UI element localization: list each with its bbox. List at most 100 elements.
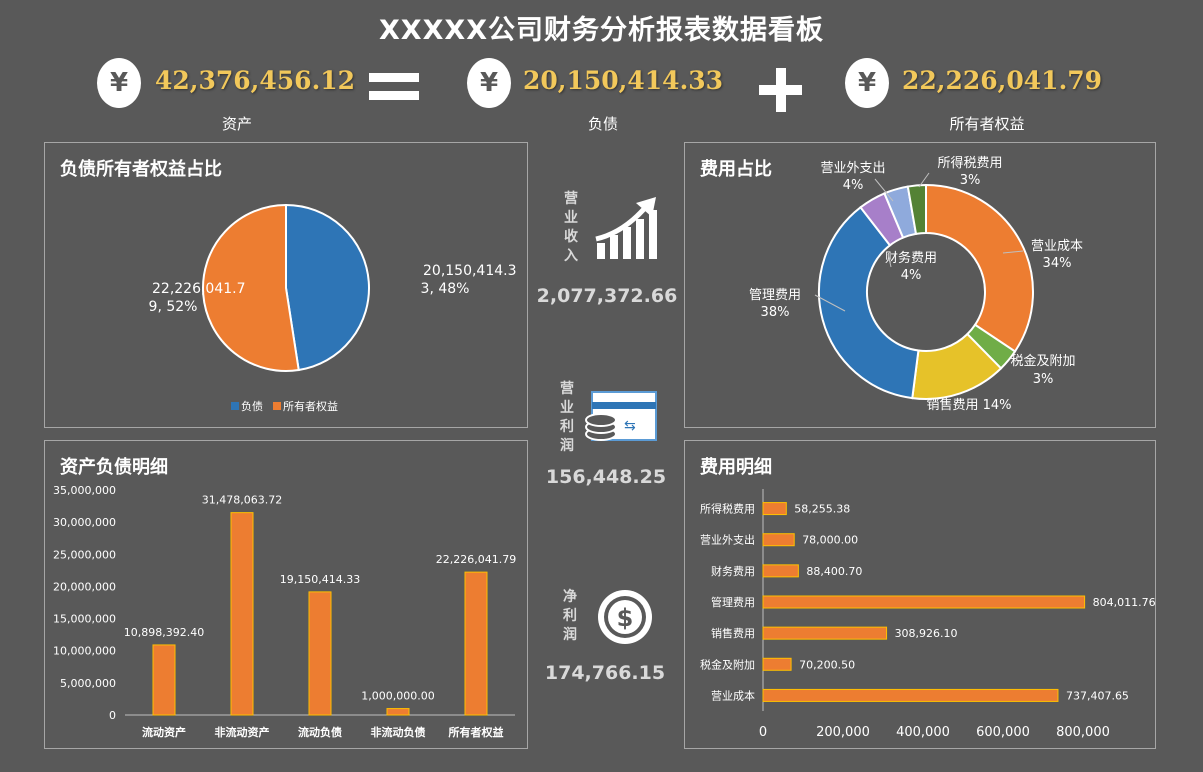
dashboard-title: XXXXX公司财务分析报表数据看板 xyxy=(378,15,825,46)
donut-label-0: 营业成本 xyxy=(1031,239,1083,254)
legend-label-0: 负债 xyxy=(241,399,263,413)
growth-chart-icon xyxy=(595,197,657,259)
x-tick-label-4: 所有者权益 xyxy=(449,725,504,739)
ratio-panel-title: 负债所有者权益占比 xyxy=(60,159,222,180)
equity-value: 22,226,041.79 xyxy=(902,66,1103,95)
y-tick-label-2: 财务费用 xyxy=(711,564,755,578)
y-tick-label: 30,000,000 xyxy=(53,516,116,529)
bar-2 xyxy=(308,591,332,716)
revenue-value: 2,077,372.66 xyxy=(536,285,678,307)
x-tick-label: 800,000 xyxy=(1056,725,1110,740)
y-tick-label: 35,000,000 xyxy=(53,484,116,497)
equals-icon xyxy=(369,73,419,82)
y-tick-label-5: 税金及附加 xyxy=(700,657,755,671)
hbar-5 xyxy=(762,657,792,671)
hbar-value-label-5: 70,200.50 xyxy=(799,658,855,671)
hbar-value-label-1: 78,000.00 xyxy=(802,534,858,547)
bar-value-label-4: 22,226,041.79 xyxy=(436,553,516,566)
x-tick-label-3: 非流动负债 xyxy=(371,725,426,739)
dollar-coin-icon: $ xyxy=(598,590,652,644)
expense-detail-panel: 费用明细 所得税费用 58,255.38 营业外支出 78,000.00 财务费用 88,… xyxy=(684,440,1156,749)
pie-slice-1 xyxy=(202,203,300,372)
hbar-value-label-3: 804,011.76 xyxy=(1093,596,1155,609)
equals-icon-bar xyxy=(369,91,419,100)
donut-percent-3: 38% xyxy=(761,305,790,320)
legend-swatch-1 xyxy=(273,402,281,410)
donut-label-2: 销售费用 14% xyxy=(926,397,1011,413)
op-profit-label: 营业利润 xyxy=(560,381,574,454)
ratio-panel: 负债所有者权益占比 20,150,414.3 3, 48% 22,226,041.7… xyxy=(44,142,528,428)
assets-label: 资产 xyxy=(221,115,252,133)
donut-label-6: 所得税费用 xyxy=(937,155,1002,171)
leader-line xyxy=(1002,250,1024,254)
donut-percent-6: 3% xyxy=(960,173,981,188)
expense-detail-panel-title: 费用明细 xyxy=(700,457,772,478)
hbar-2 xyxy=(762,564,799,578)
plus-icon-bar xyxy=(776,68,786,112)
donut-percent-4: 4% xyxy=(901,268,922,283)
bar-0 xyxy=(152,644,176,716)
y-tick-label: 20,000,000 xyxy=(53,580,116,593)
y-tick-label: 10,000,000 xyxy=(53,645,116,658)
liabilities-label: 负债 xyxy=(587,115,618,133)
y-tick-label-4: 销售费用 xyxy=(711,626,755,640)
bar-value-label-3: 1,000,000.00 xyxy=(361,690,434,703)
bar-3 xyxy=(386,708,410,716)
pie-slice-0 xyxy=(285,203,370,372)
expense-share-panel: 费用占比 营业成本 34% 税金及附加 3% 销售费用 14% 管理费用 38% 财务费用 4%… xyxy=(684,142,1156,428)
hbar-1 xyxy=(762,533,795,547)
pie-data-label-1: 22,226,041.7 xyxy=(152,281,246,297)
donut-slice-3 xyxy=(818,205,920,400)
revenue-label: 营业收入 xyxy=(564,191,578,264)
balance-panel-title: 资产负债明细 xyxy=(60,457,168,478)
y-tick-label: 0 xyxy=(109,709,116,722)
y-tick-label-3: 管理费用 xyxy=(711,595,755,609)
donut-label-5: 营业外支出 xyxy=(820,161,885,176)
bar-value-label-0: 10,898,392.40 xyxy=(124,626,204,639)
x-tick-label-1: 非流动资产 xyxy=(215,725,270,739)
hbar-value-label-4: 308,926.10 xyxy=(895,627,958,640)
hbar-value-label-6: 737,407.65 xyxy=(1066,689,1129,702)
svg-text:$: $ xyxy=(617,604,634,632)
hbar-3 xyxy=(762,595,1086,609)
leader-line xyxy=(814,294,846,312)
bar-1 xyxy=(230,512,254,716)
y-tick-label-1: 营业外支出 xyxy=(700,533,755,547)
op-profit-value: 156,448.25 xyxy=(545,466,667,488)
x-tick-label-0: 流动资产 xyxy=(142,725,186,739)
hbar-value-label-0: 58,255.38 xyxy=(794,503,850,516)
yuan-icon: ¥ xyxy=(467,58,511,108)
donut-percent-1: 3% xyxy=(1033,372,1054,387)
legend-swatch-0 xyxy=(231,402,239,410)
balance-bar-chart: 0 5,000,000 10,000,000 15,000,000 20,000,000… xyxy=(53,484,516,739)
x-tick-label: 600,000 xyxy=(976,725,1030,740)
leader-line xyxy=(874,178,894,202)
balance-panel: 资产负债明细 0 5,000,000 10,000,000 15,000,000 20,… xyxy=(44,440,528,749)
leader-line xyxy=(918,172,930,188)
pie-data-label-0b: 3, 48% xyxy=(421,281,470,297)
expense-hbar-chart: 所得税费用 58,255.38 营业外支出 78,000.00 财务费用 88,400.7… xyxy=(700,489,1155,740)
expense-share-panel-title: 费用占比 xyxy=(700,159,772,180)
y-tick-label-6: 营业成本 xyxy=(711,688,755,702)
donut-slice-0 xyxy=(925,183,1034,353)
x-tick-label: 400,000 xyxy=(896,725,950,740)
ratio-pie-chart: 20,150,414.3 3, 48% 22,226,041.7 9, 52% 负债 所有… xyxy=(149,203,517,413)
pie-data-label-1b: 9, 52% xyxy=(149,299,198,315)
donut-percent-5: 4% xyxy=(843,178,864,193)
legend-label-1: 所有者权益 xyxy=(283,399,338,413)
assets-value: 42,376,456.12 xyxy=(155,66,356,95)
hbar-6 xyxy=(762,688,1059,702)
x-tick-label: 200,000 xyxy=(816,725,870,740)
donut-percent-0: 34% xyxy=(1043,256,1072,271)
equity-label: 所有者权益 xyxy=(949,115,1025,133)
y-tick-label: 15,000,000 xyxy=(53,613,116,626)
donut-label-1: 税金及附加 xyxy=(1010,353,1075,369)
x-tick-label: 0 xyxy=(759,725,767,740)
yuan-icon: ¥ xyxy=(845,58,889,108)
payment-card-icon: ⇆ xyxy=(585,391,657,441)
donut-label-3: 管理费用 xyxy=(749,288,801,303)
x-tick-label-2: 流动负债 xyxy=(298,725,342,739)
bar-4 xyxy=(464,571,488,716)
net-profit-value: 174,766.15 xyxy=(544,662,666,684)
y-tick-label: 5,000,000 xyxy=(60,677,116,690)
